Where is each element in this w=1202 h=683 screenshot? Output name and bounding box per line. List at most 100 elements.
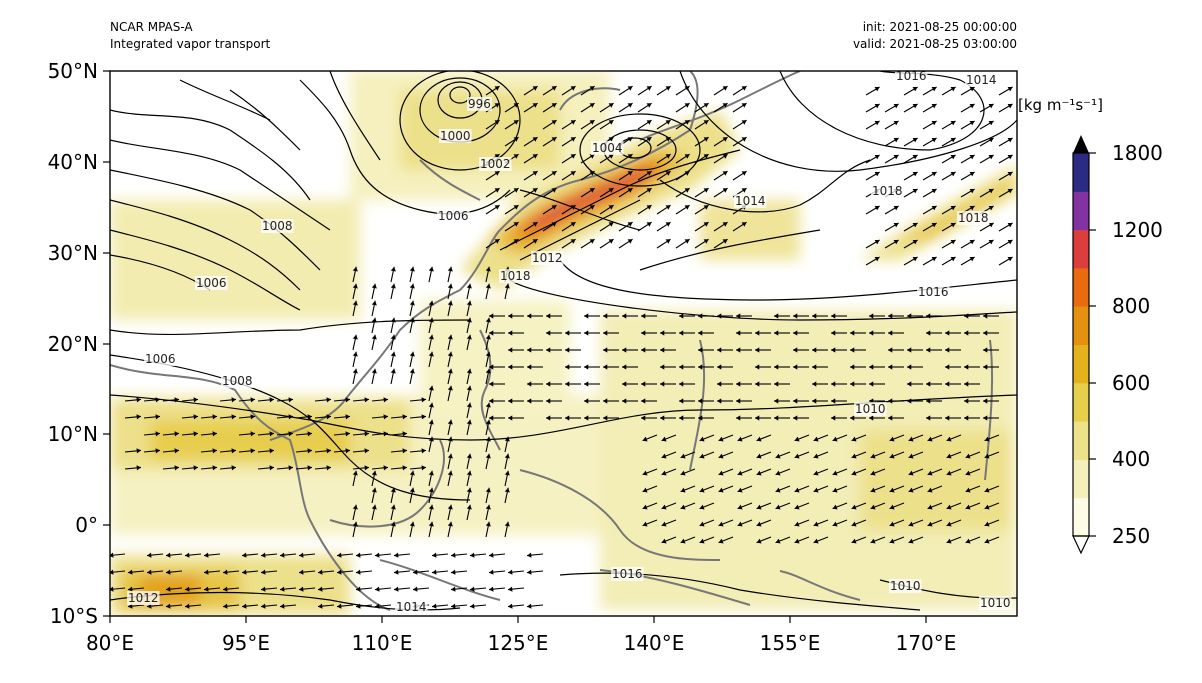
vector-head xyxy=(679,313,684,319)
contour-label: 1004 xyxy=(592,141,623,155)
vector-head xyxy=(851,470,857,476)
vector-head xyxy=(409,521,415,527)
vector-head xyxy=(969,256,975,262)
lat-tick-label: 40°N xyxy=(48,150,98,174)
contour-label: 1002 xyxy=(480,157,511,171)
vector-head xyxy=(390,351,396,357)
vector-head xyxy=(345,431,350,437)
vector-head xyxy=(642,521,648,527)
vector-head xyxy=(494,239,500,244)
vector-head xyxy=(703,137,709,142)
vector-head xyxy=(793,364,798,370)
vector-head xyxy=(371,283,377,289)
vector-head xyxy=(699,521,705,527)
vector-head xyxy=(532,154,538,159)
vector-head xyxy=(428,470,434,476)
vector-head xyxy=(383,431,388,437)
vector-head xyxy=(532,103,538,108)
vector-head xyxy=(485,283,491,289)
vector-head xyxy=(813,521,819,527)
vector-head xyxy=(356,552,361,558)
vector-head xyxy=(983,347,988,353)
vector-head xyxy=(874,256,880,262)
vector-head xyxy=(193,414,198,420)
vector-head xyxy=(964,330,969,336)
vector-head xyxy=(889,521,895,527)
vector-head xyxy=(717,347,722,353)
vector-head xyxy=(703,154,709,159)
vector-head xyxy=(352,351,358,357)
vector-head xyxy=(964,398,969,404)
vector-head xyxy=(345,448,350,454)
vector-head xyxy=(722,171,728,176)
vector-head xyxy=(485,368,491,374)
vector-head xyxy=(356,603,361,609)
vector-head xyxy=(584,313,589,319)
vector-head xyxy=(508,398,513,404)
vector-head xyxy=(627,154,633,159)
vector-head xyxy=(984,504,990,510)
vector-head xyxy=(489,398,494,404)
vector-head xyxy=(661,521,667,527)
vector-head xyxy=(447,368,453,374)
vector-head xyxy=(684,205,690,210)
vector-head xyxy=(969,120,975,126)
vector-head xyxy=(485,266,491,272)
vector-head xyxy=(888,330,893,336)
vector-head xyxy=(185,586,190,592)
vector-head xyxy=(546,398,551,404)
vector-head xyxy=(698,364,703,370)
vector-head xyxy=(288,465,293,471)
vector-head xyxy=(775,487,781,493)
vector-head xyxy=(390,521,396,527)
vector-head xyxy=(383,465,388,471)
vector-head xyxy=(703,188,709,193)
vector-head xyxy=(870,453,876,459)
longitude-labels: 80°E 95°E 110°E 125°E 140°E 155°E 170°E xyxy=(86,631,956,655)
contour-label: 1012 xyxy=(128,591,159,605)
vector-head xyxy=(931,86,937,92)
vector-head xyxy=(527,381,532,387)
vector-head xyxy=(665,86,671,91)
vector-head xyxy=(946,436,952,442)
vector-head xyxy=(212,431,217,437)
vector-head xyxy=(551,103,557,108)
vector-head xyxy=(428,385,434,391)
vector-head xyxy=(489,569,494,575)
vector-head xyxy=(969,239,975,245)
vector-head xyxy=(661,504,667,510)
vector-head xyxy=(383,397,388,403)
vector-head xyxy=(912,154,918,160)
vector-head xyxy=(969,205,975,211)
contour-label-backing xyxy=(957,211,990,225)
vector-head xyxy=(136,397,141,403)
vector-head xyxy=(250,397,255,403)
vector-head xyxy=(485,504,491,510)
colorbar-segment xyxy=(1073,497,1089,537)
vector-head xyxy=(204,552,209,558)
contour-label-backing xyxy=(591,141,624,155)
vector-head xyxy=(874,171,880,177)
vector-head xyxy=(870,504,876,510)
vector-head xyxy=(736,415,741,421)
vector-head xyxy=(352,300,358,306)
vector-head xyxy=(950,256,956,262)
vector-head xyxy=(722,86,728,91)
contour-label-backing xyxy=(895,71,928,83)
vector-head xyxy=(447,470,453,476)
vector-head xyxy=(546,347,551,353)
vector-head xyxy=(489,381,494,387)
vector-head xyxy=(110,586,114,592)
vector-head xyxy=(532,239,538,244)
vector-head xyxy=(494,205,500,210)
vector-head xyxy=(608,222,614,227)
vector-head xyxy=(927,487,933,493)
vector-head xyxy=(231,448,236,454)
vector-head xyxy=(337,569,342,575)
vector-head xyxy=(717,381,722,387)
contour-label-backing xyxy=(499,269,532,283)
vector-head xyxy=(421,448,426,454)
vector-head xyxy=(428,351,434,357)
field-name: Integrated vapor transport xyxy=(110,37,271,51)
lon-tick-label: 125°E xyxy=(488,631,549,655)
